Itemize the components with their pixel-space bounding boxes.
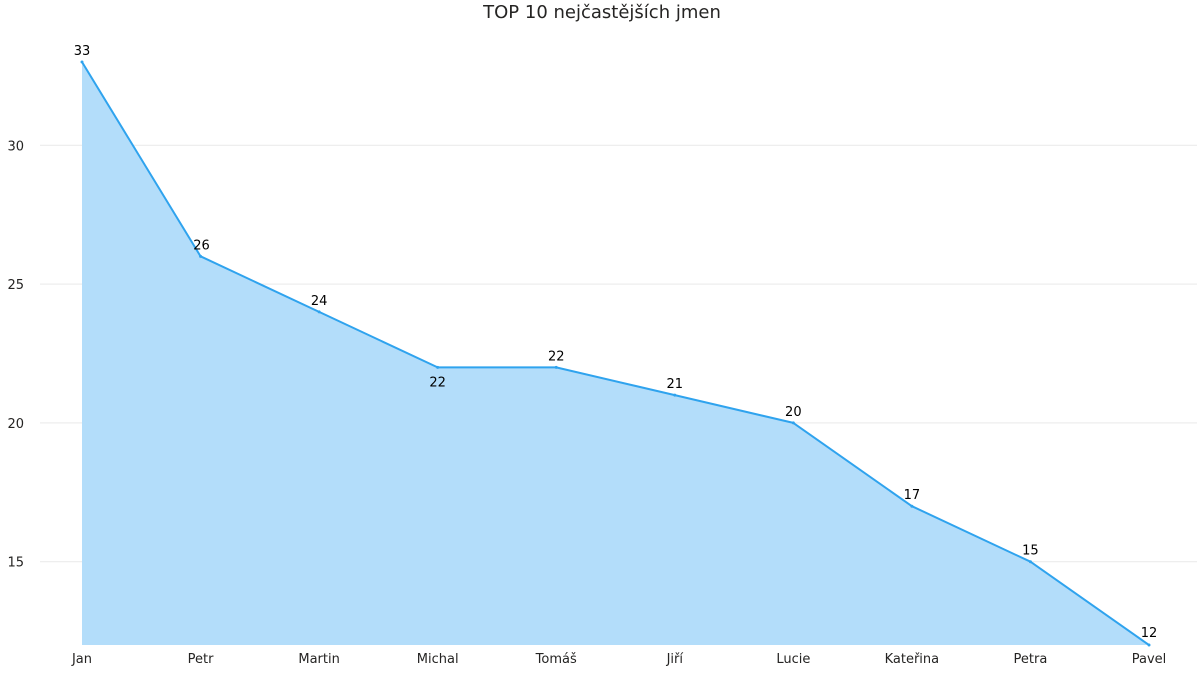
x-tick-label: Petra xyxy=(1014,652,1048,667)
data-label: 24 xyxy=(311,294,328,309)
data-point-Lucie xyxy=(791,421,795,425)
x-tick-label: Michal xyxy=(417,652,459,667)
x-tick-label: Lucie xyxy=(776,652,810,667)
data-point-Jan xyxy=(80,60,84,64)
data-point-Petr xyxy=(199,254,203,258)
x-tick-label: Jiří xyxy=(666,652,684,667)
y-tick-label: 30 xyxy=(7,139,24,154)
data-label: 15 xyxy=(1022,544,1039,559)
y-tick-label: 20 xyxy=(7,417,24,432)
data-label: 21 xyxy=(667,377,684,392)
data-label: 12 xyxy=(1141,626,1158,641)
series-line xyxy=(81,61,1150,646)
data-point-Michal xyxy=(436,365,440,369)
x-tick-label: Martin xyxy=(298,652,339,667)
data-point-Pavel xyxy=(1147,643,1151,647)
data-label: 22 xyxy=(548,349,565,364)
x-tick-label: Kateřina xyxy=(885,652,940,667)
data-point-Kateřina xyxy=(910,504,914,508)
x-tick-label: Petr xyxy=(188,652,214,667)
y-tick-label: 25 xyxy=(7,278,24,293)
data-label: 17 xyxy=(904,488,921,503)
x-axis-ticks: Jan Petr Martin Michal Tomáš Jiří Lucie Kateřin… xyxy=(71,652,1166,667)
data-label: 22 xyxy=(429,375,446,390)
area-series xyxy=(80,60,1151,647)
data-label: 26 xyxy=(193,238,210,253)
data-point-Tomáš xyxy=(554,365,558,369)
data-point-Jiří xyxy=(673,393,677,397)
area-fill xyxy=(82,62,1149,645)
data-point-Petra xyxy=(1028,560,1032,564)
x-tick-label: Pavel xyxy=(1132,652,1167,667)
data-label: 20 xyxy=(785,405,802,420)
data-labels: 33 26 24 22 22 21 20 17 15 12 xyxy=(74,44,1158,641)
x-tick-label: Jan xyxy=(71,652,92,667)
y-tick-label: 15 xyxy=(7,556,24,571)
chart-title: TOP 10 nejčastějších jmen xyxy=(482,2,721,23)
x-tick-label: Tomáš xyxy=(535,652,577,667)
data-label: 33 xyxy=(74,44,91,59)
y-axis-ticks: 15 20 25 30 xyxy=(7,139,24,570)
data-point-Martin xyxy=(317,310,321,314)
